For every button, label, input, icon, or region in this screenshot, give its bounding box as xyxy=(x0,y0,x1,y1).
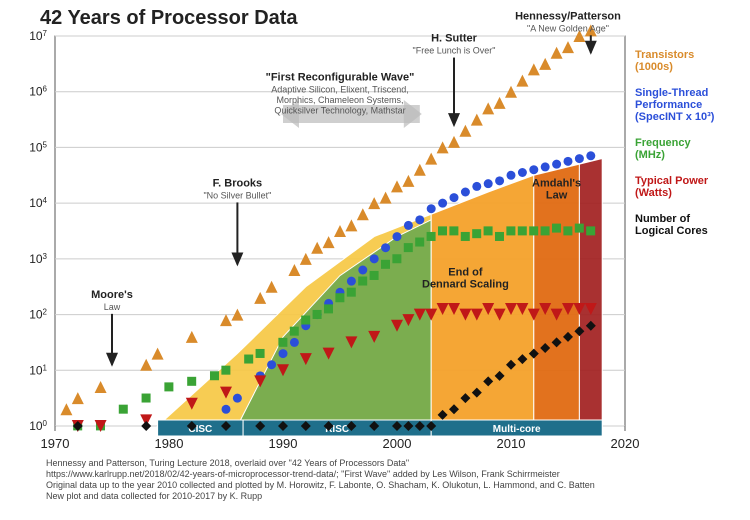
legend-label: Single-Thread xyxy=(635,87,708,99)
legend-label: Typical Power xyxy=(635,175,709,187)
legend-label: Performance xyxy=(635,99,702,111)
y-tick-label: 103 xyxy=(29,251,47,266)
processor-chart: 42 Years of Processor Data 100 101 102 103 10… xyxy=(0,0,750,520)
y-tick-label: 105 xyxy=(29,140,47,155)
region-orange xyxy=(431,175,534,426)
annotation-sutter: H. Sutter xyxy=(431,33,478,45)
caption-line: https://www.karlrupp.net/2018/02/42-year… xyxy=(46,469,560,479)
caption-line: Original data up to the year 2010 collec… xyxy=(46,480,595,490)
legend-label: (SpecINT x 10³) xyxy=(635,111,715,123)
legend-power: Typical Power(Watts) xyxy=(635,175,709,199)
annotation-moore: Moore's xyxy=(91,289,133,301)
annotation-hennessy: Hennessy/Patterson xyxy=(515,10,621,22)
caption-line: Hennessy and Patterson, Turing Lecture 2… xyxy=(46,458,409,468)
region-red xyxy=(579,159,602,426)
legend-label: Logical Cores xyxy=(635,225,708,237)
legend-perf: Single-ThreadPerformance(SpecINT x 10³) xyxy=(635,87,715,123)
region-darkorange xyxy=(534,164,580,426)
x-tick-label: 2020 xyxy=(611,436,640,451)
legend-label: (1000s) xyxy=(635,61,673,73)
y-tick-label: 101 xyxy=(29,363,47,378)
annotation-sub-brooks: "No Silver Bullet" xyxy=(203,190,271,200)
x-tick-label: 2000 xyxy=(383,436,412,451)
annotation-dennard: End of xyxy=(448,267,483,279)
y-tick-label: 100 xyxy=(29,419,47,434)
annotation-frw: "First Reconfigurable Wave" xyxy=(266,72,415,84)
x-tick-label: 2010 xyxy=(497,436,526,451)
legend-label: Number of xyxy=(635,213,690,225)
annotation-sub-hennessy: "A New Golden Age" xyxy=(527,23,609,33)
legend-transistors: Transistors(1000s) xyxy=(635,49,694,73)
caption-line: New plot and data collected for 2010-201… xyxy=(46,491,262,501)
x-tick-label: 1990 xyxy=(269,436,298,451)
x-tick-label: 1980 xyxy=(155,436,184,451)
era-label: Multi-core xyxy=(493,424,541,435)
legend-label: (Watts) xyxy=(635,187,672,199)
legend-label: (MHz) xyxy=(635,149,665,161)
y-tick-label: 102 xyxy=(29,307,47,322)
legend-freq: Frequency(MHz) xyxy=(635,137,692,161)
annotation-sub-sutter: "Free Lunch is Over" xyxy=(413,46,496,56)
annotation-sub-amdahl: Law xyxy=(546,189,568,201)
x-tick-label: 1970 xyxy=(41,436,70,451)
annotation-sub-dennard: Dennard Scaling xyxy=(422,279,509,291)
chart-title: 42 Years of Processor Data xyxy=(40,7,298,29)
annotation-sub-frw: Adaptive Silicon, Elixent, Triscend,Morp… xyxy=(271,85,409,116)
legend-cores: Number ofLogical Cores xyxy=(635,213,708,237)
legend-label: Frequency xyxy=(635,137,692,149)
region-green xyxy=(237,220,431,426)
annotation-brooks: F. Brooks xyxy=(213,177,263,189)
annotation-amdahl: Amdahl's xyxy=(532,177,581,189)
annotation-sub-moore: Law xyxy=(104,302,121,312)
y-tick-label: 107 xyxy=(29,29,47,44)
legend-label: Transistors xyxy=(635,49,694,61)
y-tick-label: 104 xyxy=(29,196,47,211)
y-tick-label: 106 xyxy=(29,84,47,99)
